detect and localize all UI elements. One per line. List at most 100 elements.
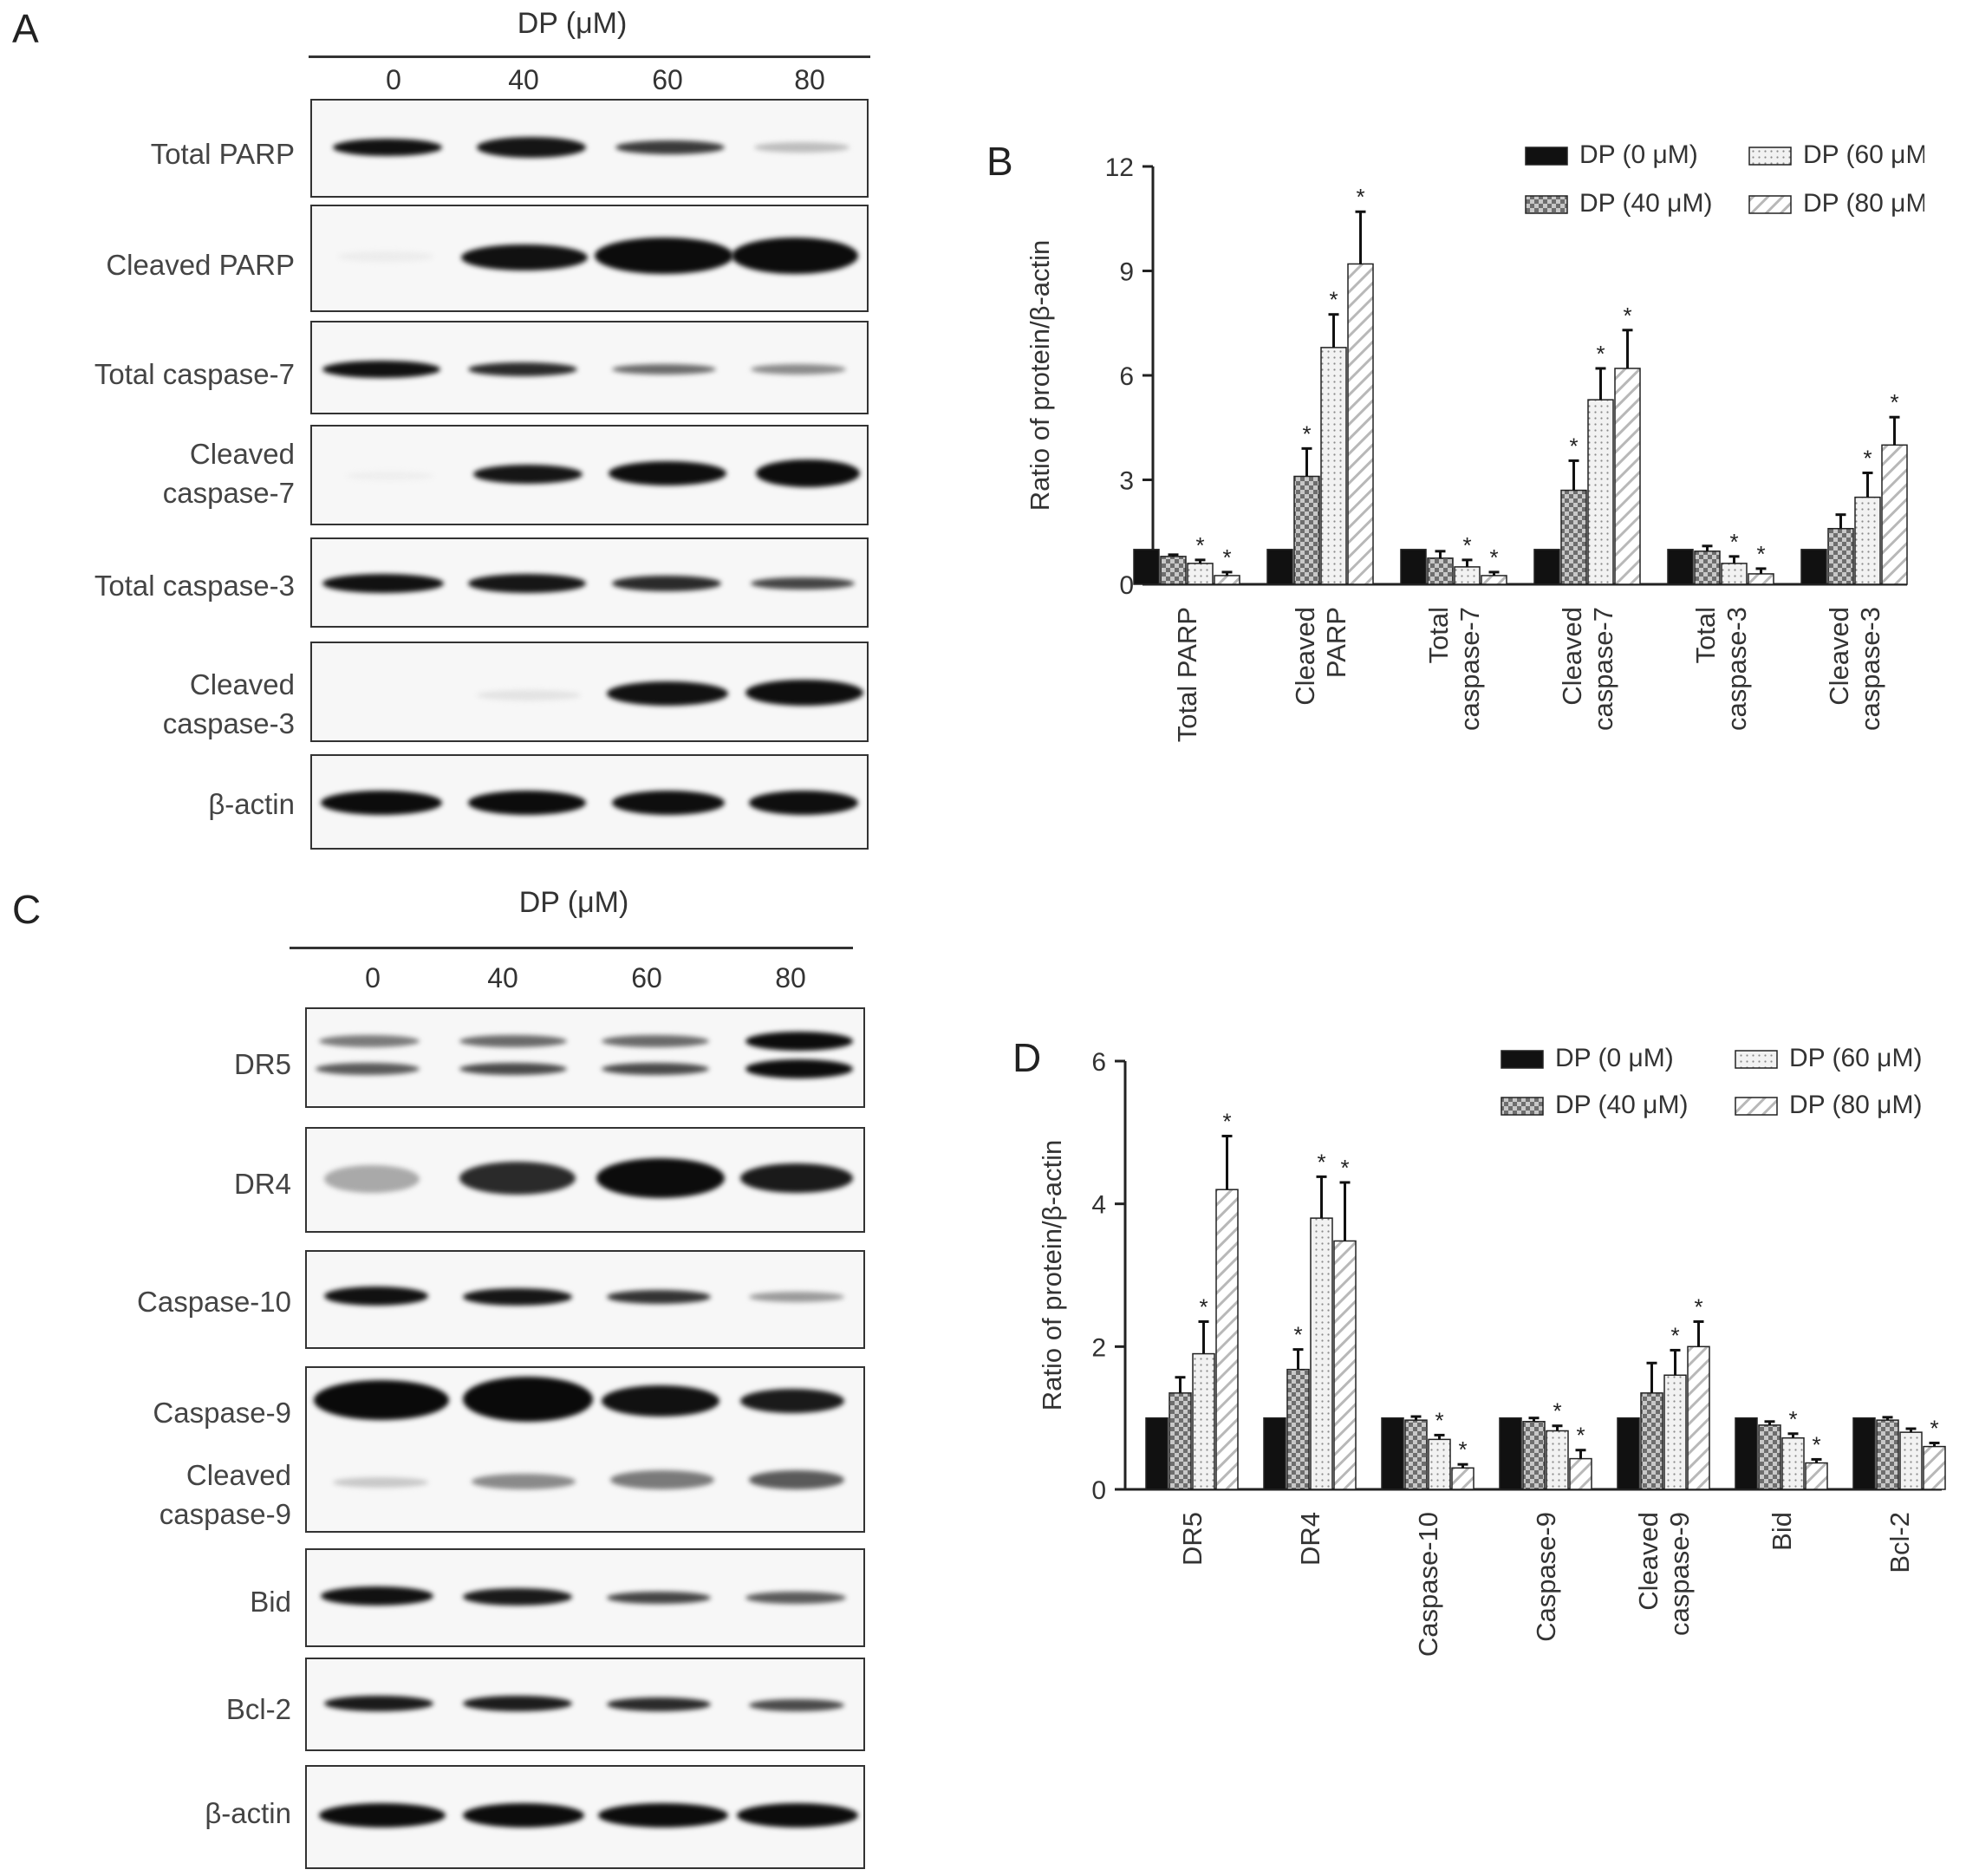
bar [1663,1374,1687,1490]
x-tick-label: PARP [1321,607,1351,678]
x-tick-label: Caspase-10 [1413,1512,1443,1657]
bar [1735,1417,1758,1490]
blot-strip [305,1765,865,1869]
band [477,137,586,158]
band [459,1035,567,1047]
x-tick-label: caspase-7 [1455,607,1485,731]
blot-row-label: Cleaved caspase-7 [162,438,295,509]
legend-label: DP (60 μM) [1789,1044,1922,1072]
x-tick-label: Caspase-9 [1531,1512,1561,1642]
band [749,791,858,815]
bar [1187,563,1214,585]
band [319,1803,446,1827]
bar [1805,1462,1828,1490]
band [322,361,440,378]
bar [1192,1352,1215,1490]
panel-letter-c: C [12,887,42,932]
x-tick-label: DR5 [1177,1512,1208,1566]
y-tick-label: 0 [1119,571,1134,600]
band [751,577,855,590]
legend-label: DP (0 μM) [1555,1044,1674,1072]
bar [1145,1417,1169,1490]
legend-label: DP (60 μM) [1803,140,1924,169]
band [737,1803,858,1827]
bar [1499,1417,1522,1490]
bar [1347,263,1374,585]
band [609,461,726,485]
blot-row-label: DR4 [233,1168,291,1200]
bar [1454,566,1481,585]
x-tick-label: Cleaved [1633,1512,1663,1611]
blot-strip [305,1366,865,1533]
bar [1546,1430,1569,1490]
dp-header-a: DP (μM) [517,7,628,40]
significance-marker: * [1302,420,1311,446]
blot-row-label: Caspase-9 [153,1397,291,1429]
bar [1640,1392,1663,1490]
band [468,574,586,593]
blot-strip [310,99,869,198]
significance-marker: * [1596,341,1605,367]
y-axis-label: Ratio of protein/β-actin [1037,1140,1067,1410]
blot-strip [310,537,869,628]
band [333,139,442,156]
significance-marker: * [1317,1149,1325,1175]
band [598,1803,728,1827]
band [749,1292,844,1302]
bar [1533,549,1560,585]
lane-label-c-60: 60 [631,962,662,993]
band [459,1162,576,1195]
bar [1854,496,1881,585]
band [316,1063,420,1075]
band [751,364,846,375]
y-tick-label: 0 [1091,1476,1106,1505]
bar [1687,1345,1710,1490]
band [745,680,863,706]
significance-marker: * [1694,1294,1702,1320]
legend-swatch [1748,195,1792,214]
bar [1758,1424,1781,1490]
bar [1881,444,1908,585]
bar [1404,1419,1428,1490]
band [468,791,586,815]
bar [1800,549,1827,585]
blot-strip [305,1548,865,1647]
panel-letter-b: B [986,139,1013,184]
band [321,791,442,815]
significance-marker: * [1863,445,1872,471]
x-tick-label: Total PARP [1172,607,1202,742]
legend-swatch [1735,1050,1778,1069]
band [732,238,858,274]
band [473,465,583,484]
band [607,1592,711,1604]
significance-marker: * [1569,433,1578,459]
significance-marker: * [1890,389,1898,415]
blot-strip [305,1007,865,1108]
x-tick-label: Cleaved [1557,607,1587,706]
x-tick-label: caspase-7 [1588,607,1618,731]
bar [1923,1445,1946,1490]
bar [1160,556,1187,585]
bar [1614,368,1641,585]
band [607,1290,711,1304]
panel-letter-d: D [1012,1035,1041,1080]
significance-marker: * [1458,1436,1467,1462]
significance-marker: * [1553,1398,1561,1424]
band [472,1474,576,1489]
blot-row-label: DR5 [233,1048,291,1080]
bar [1381,1417,1404,1490]
bar [1333,1240,1357,1490]
band [745,1592,846,1604]
legend-label: DP (80 μM) [1789,1091,1922,1119]
band [338,251,433,262]
band [324,1696,433,1711]
bar [1876,1419,1899,1490]
legend-swatch [1735,1097,1778,1116]
band [463,1588,572,1606]
bar [1428,1438,1451,1490]
significance-marker: * [1788,1406,1797,1432]
y-tick-label: 9 [1119,258,1134,287]
band [463,1696,572,1711]
band [615,140,725,154]
legend-swatch [1748,147,1792,166]
